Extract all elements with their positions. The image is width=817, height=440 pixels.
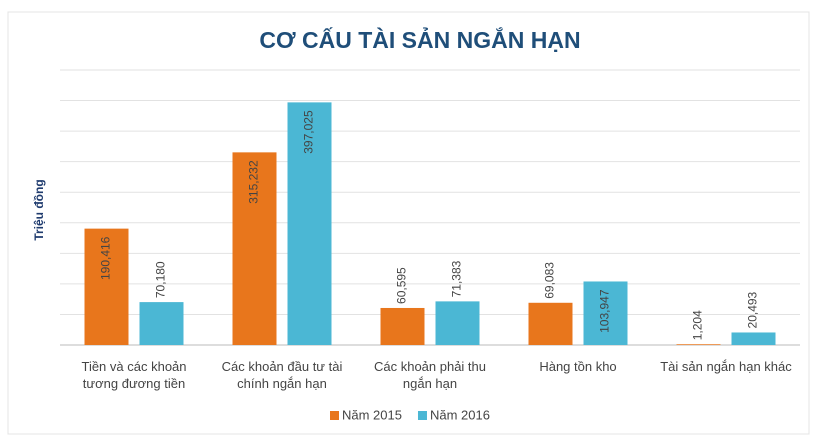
y-axis-label: Triệu đồng bbox=[32, 179, 46, 240]
bar bbox=[232, 152, 277, 345]
data-label: 190,416 bbox=[99, 236, 113, 280]
bar bbox=[583, 281, 628, 345]
data-label: 103,947 bbox=[598, 289, 612, 333]
x-tick-label: Các khoản phải thu ngắn hạn bbox=[373, 359, 487, 391]
chart-title: CƠ CẤU TÀI SẢN NGẮN HẠN bbox=[259, 25, 580, 53]
bar bbox=[676, 344, 721, 345]
bar bbox=[380, 307, 425, 345]
data-label: 315,232 bbox=[247, 160, 261, 204]
bar bbox=[528, 302, 573, 345]
bar bbox=[731, 332, 776, 345]
data-label: 60,595 bbox=[395, 267, 409, 304]
x-tick-label: Tài sản ngắn hạn khác bbox=[660, 359, 792, 374]
legend-label: Năm 2015 bbox=[342, 407, 402, 422]
x-tick-label: Hàng tồn kho bbox=[539, 359, 617, 374]
data-label: 70,180 bbox=[154, 261, 168, 298]
x-tick-label: Các khoản đầu tư tài chính ngắn hạn bbox=[221, 359, 343, 391]
bar bbox=[287, 102, 332, 345]
data-label: 1,204 bbox=[691, 310, 705, 340]
legend-swatch bbox=[417, 411, 427, 420]
data-label: 397,025 bbox=[302, 110, 316, 154]
bar bbox=[435, 301, 480, 345]
legend-label: Năm 2016 bbox=[430, 407, 490, 422]
bar bbox=[139, 302, 184, 345]
bar bbox=[84, 228, 129, 345]
data-label: 20,493 bbox=[746, 291, 760, 328]
data-label: 69,083 bbox=[543, 262, 557, 299]
legend-swatch bbox=[330, 411, 339, 420]
data-label: 71,383 bbox=[450, 260, 464, 297]
x-tick-label: Tiền và các khoản tương đương tiền bbox=[81, 359, 187, 391]
